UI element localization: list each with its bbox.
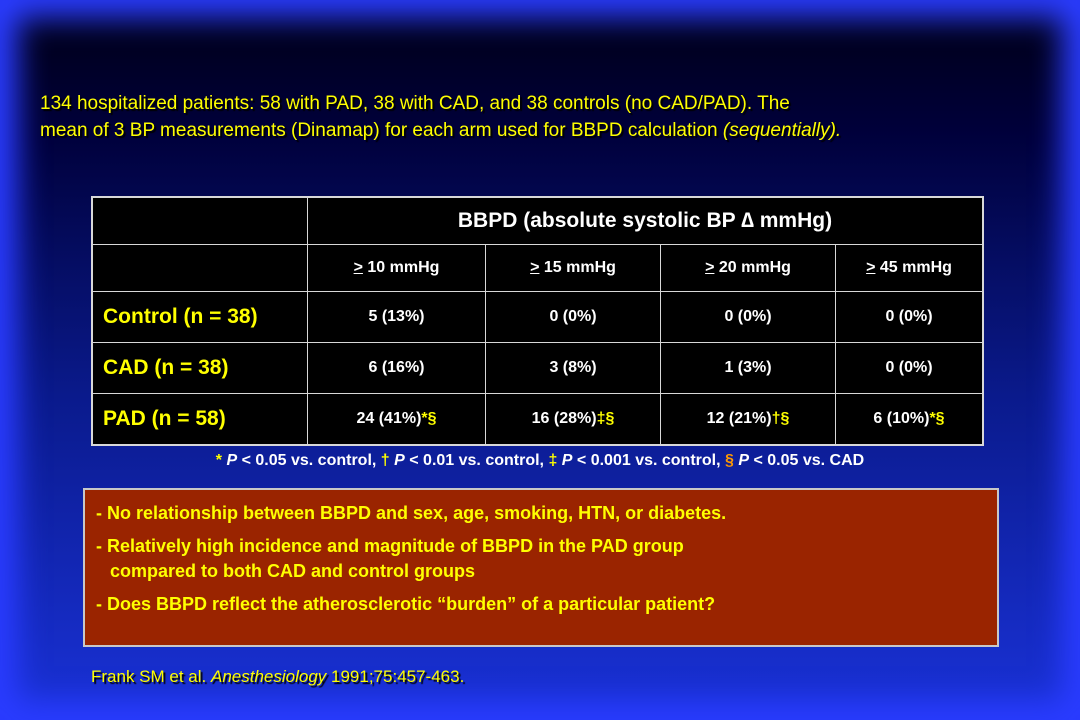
cell-value: 0 (0%)	[549, 307, 597, 325]
cell-value: 1 (3%)	[724, 358, 772, 376]
table-cell: 6 (16%)	[307, 341, 486, 394]
footnote-symbol: ‡	[548, 452, 558, 469]
cell-value: 0 (0%)	[724, 307, 772, 325]
column-header-value: 45 mmHg	[875, 258, 952, 276]
cell-value: 6 (16%)	[368, 358, 425, 376]
column-header-value: 10 mmHg	[362, 258, 440, 276]
table-cell: 12 (21%)†§	[660, 392, 836, 445]
significance-marker: *§	[421, 409, 437, 427]
table-cell: 6 (10%)*§	[835, 392, 984, 445]
row-label: CAD (n = 38)	[91, 341, 308, 394]
footnote-p: P	[557, 452, 573, 469]
row-label: Control (n = 38)	[91, 290, 308, 343]
findings-box: - No relationship between BBPD and sex, …	[83, 488, 999, 647]
cell-value: 0 (0%)	[885, 358, 933, 376]
footnote-text: < 0.001 vs. control,	[572, 452, 725, 469]
footnote-text: < 0.01 vs. control,	[404, 452, 549, 469]
citation-reference: 1991;75:457-463.	[326, 667, 465, 686]
ge-symbol: >	[705, 258, 715, 276]
footnote-symbol: *	[215, 452, 223, 469]
footnote-symbol: §	[724, 452, 734, 469]
column-header: > 45 mmHg	[835, 243, 984, 292]
intro-line-1: 134 hospitalized patients: 58 with PAD, …	[40, 93, 790, 114]
table-title: BBPD (absolute systolic BP ∆ mmHg)	[307, 196, 984, 245]
table-cell: 16 (28%)‡§	[485, 392, 661, 445]
table-cell: 1 (3%)	[660, 341, 836, 394]
footnote-text: < 0.05 vs. CAD	[749, 452, 865, 469]
column-header-row: > 10 mmHg > 15 mmHg > 20 mmHg > 45 mmHg	[91, 243, 984, 292]
ge-symbol: >	[530, 258, 540, 276]
significance-marker: †§	[771, 409, 790, 427]
table-cell: 5 (13%)	[307, 290, 486, 343]
corner-cell	[91, 196, 308, 245]
table-cell: 24 (41%)*§	[307, 392, 486, 445]
significance-marker: *§	[929, 409, 945, 427]
citation-authors: Frank SM et al.	[91, 667, 211, 686]
table-title-row: BBPD (absolute systolic BP ∆ mmHg)	[91, 196, 984, 245]
bbpd-table: BBPD (absolute systolic BP ∆ mmHg) > 10 …	[91, 196, 984, 446]
cell-value: 24 (41%)	[356, 409, 422, 427]
table-cell: 0 (0%)	[485, 290, 661, 343]
significance-marker: ‡§	[596, 409, 615, 427]
footnote-p: P	[389, 452, 405, 469]
table-cell: 0 (0%)	[660, 290, 836, 343]
column-header-value: 15 mmHg	[539, 258, 616, 276]
table-row: PAD (n = 58) 24 (41%)*§ 16 (28%)‡§ 12 (2…	[91, 392, 984, 445]
column-header-value: 20 mmHg	[714, 258, 791, 276]
citation-journal: Anesthesiology	[210, 667, 327, 686]
column-header: > 20 mmHg	[660, 243, 836, 292]
cell-value: 3 (8%)	[549, 358, 597, 376]
finding-line-continued: compared to both CAD and control groups	[110, 561, 475, 581]
finding-line: - Relatively high incidence and magnitud…	[96, 536, 684, 556]
significance-footnote: * P < 0.05 vs. control, † P < 0.01 vs. c…	[92, 452, 988, 470]
cell-value: 5 (13%)	[368, 307, 425, 325]
cell-value: 16 (28%)	[531, 409, 597, 427]
cell-value: 6 (10%)	[873, 409, 930, 427]
column-header: > 10 mmHg	[307, 243, 486, 292]
finding-item: - No relationship between BBPD and sex, …	[96, 503, 727, 523]
row-label: PAD (n = 58)	[91, 392, 308, 445]
footnote-symbol: †	[380, 452, 390, 469]
finding-item: - Does BBPD reflect the atherosclerotic …	[96, 594, 716, 614]
footnote-text: < 0.05 vs. control,	[237, 452, 381, 469]
table-row: Control (n = 38) 5 (13%) 0 (0%) 0 (0%) 0…	[91, 290, 984, 343]
table-row: CAD (n = 38) 6 (16%) 3 (8%) 1 (3%) 0 (0%…	[91, 341, 984, 394]
ge-symbol: >	[353, 258, 363, 276]
intro-line-2: mean of 3 BP measurements (Dinamap) for …	[40, 120, 723, 141]
cell-value: 12 (21%)	[706, 409, 772, 427]
table-cell: 0 (0%)	[835, 341, 984, 394]
table-cell: 0 (0%)	[835, 290, 984, 343]
cell-value: 0 (0%)	[885, 307, 933, 325]
intro-text: 134 hospitalized patients: 58 with PAD, …	[40, 90, 1050, 144]
intro-line-2-italic: (sequentially).	[722, 120, 842, 141]
ge-symbol: >	[866, 258, 876, 276]
footnote-p: P	[733, 452, 750, 469]
citation: Frank SM et al. Anesthesiology 1991;75:4…	[91, 667, 464, 687]
column-header: > 15 mmHg	[485, 243, 661, 292]
footnote-p: P	[222, 452, 238, 469]
corner-cell	[91, 243, 308, 292]
table-cell: 3 (8%)	[485, 341, 661, 394]
finding-item: - Relatively high incidence and magnitud…	[96, 534, 987, 584]
